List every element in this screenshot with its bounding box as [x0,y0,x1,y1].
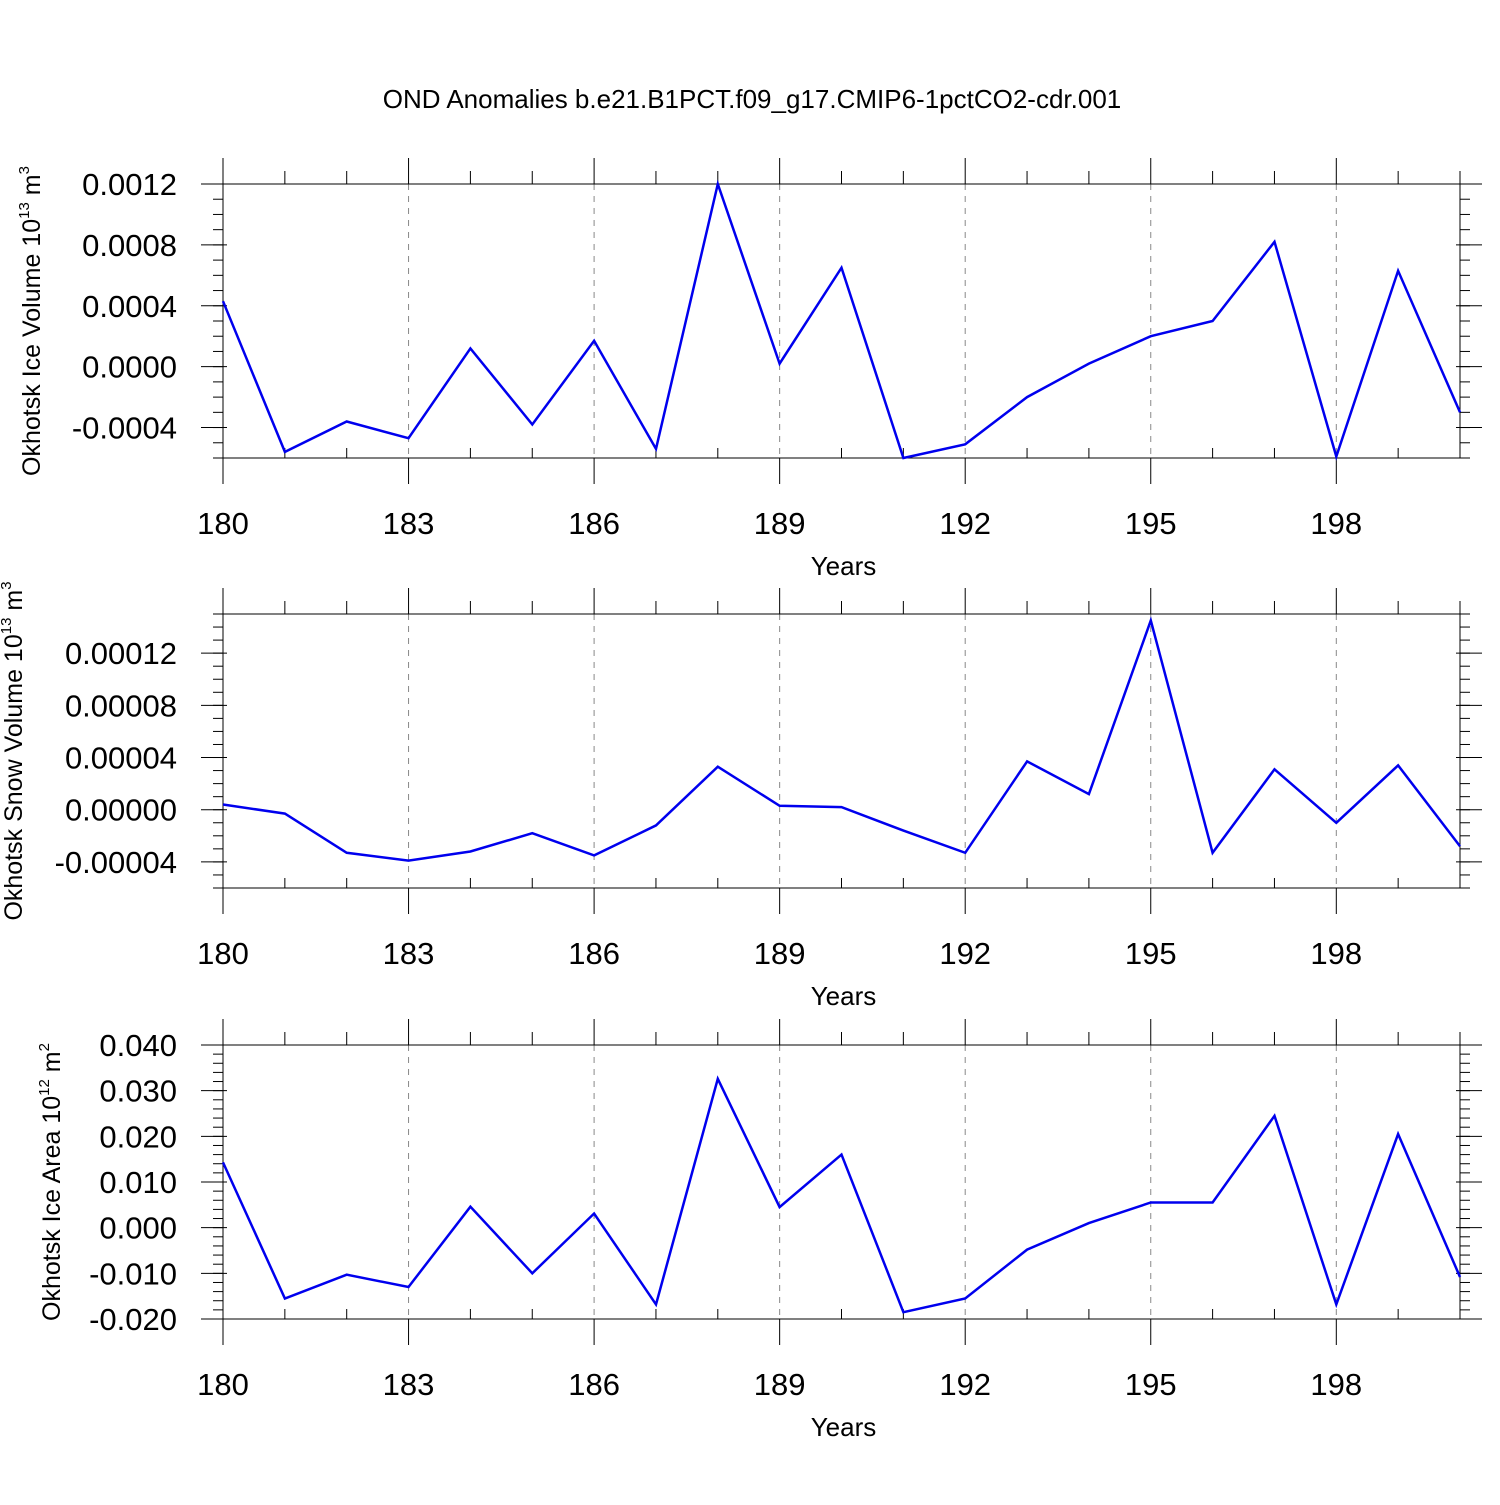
plot-frame [222,183,1461,459]
x-tick-label: 195 [1125,1367,1177,1402]
y-tick-label: 0.00008 [65,688,177,723]
x-tick-label: 186 [568,936,620,971]
x-tick-label: 195 [1125,506,1177,541]
y-tick-label: 0.020 [99,1119,177,1154]
x-tick-label: 186 [568,506,620,541]
x-tick-label: 189 [754,506,806,541]
x-axis-title: Years [811,981,877,1011]
x-axis-title: Years [811,551,877,581]
y-tick-label: -0.00004 [55,845,177,880]
x-tick-label: 186 [568,1367,620,1402]
y-tick-label: 0.00004 [65,741,177,776]
x-axis-title: Years [811,1412,877,1442]
x-tick-label: 198 [1310,936,1362,971]
panel-2: -0.00004 0.00000 0.00004 0.00008 0.00012 180 1… [0,581,1482,1011]
y-tick-label: 0.000 [99,1211,177,1246]
y-tick-label: 0.00012 [65,636,177,671]
y-tick-label: 0.00000 [65,793,177,828]
y-tick-label: -0.020 [89,1302,177,1337]
y-tick-label: 0.0000 [82,350,177,385]
series-line [221,1075,1462,1314]
x-tick-label: 189 [754,1367,806,1402]
x-tick-label: 183 [383,1367,435,1402]
panel-1: -0.0004 0.0000 0.0004 0.0008 0.0012 180 183 186… [16,158,1482,581]
x-tick-label: 183 [383,936,435,971]
x-tick-label: 189 [754,936,806,971]
x-tick-label: 192 [939,936,991,971]
x-tick-label: 180 [197,506,249,541]
y-tick-label: 0.040 [99,1028,177,1063]
y-tick-label: -0.0004 [72,411,177,446]
x-tick-label: 180 [197,936,249,971]
x-tick-label: 192 [939,1367,991,1402]
x-tick-label: 183 [383,506,435,541]
series-line [222,616,1461,862]
y-tick-label: 0.0012 [82,167,177,202]
x-tick-label: 198 [1310,506,1362,541]
plot-frame [222,1044,1461,1320]
series-line [221,179,1462,461]
y-axis-title: Okhotsk Snow Volume 1013 m3 [0,581,28,920]
y-tick-label: 0.0008 [82,228,177,263]
x-tick-label: 198 [1310,1367,1362,1402]
y-axis-title: Okhotsk Ice Volume 1013 m3 [16,166,46,476]
x-tick-label: 192 [939,506,991,541]
y-tick-label: 0.0004 [82,289,177,324]
x-tick-label: 195 [1125,936,1177,971]
plot-frame [222,613,1461,889]
y-tick-label: 0.010 [99,1165,177,1200]
y-tick-label: -0.010 [89,1256,177,1291]
y-tick-label: 0.030 [99,1074,177,1109]
y-axis-title: Okhotsk Ice Area 1012 m2 [36,1043,66,1321]
chart-title: OND Anomalies b.e21.B1PCT.f09_g17.CMIP6-… [383,84,1122,114]
x-tick-label: 180 [197,1367,249,1402]
panel-3: -0.020 -0.010 0.000 0.010 0.020 0.030 0.040 180… [36,1019,1482,1442]
